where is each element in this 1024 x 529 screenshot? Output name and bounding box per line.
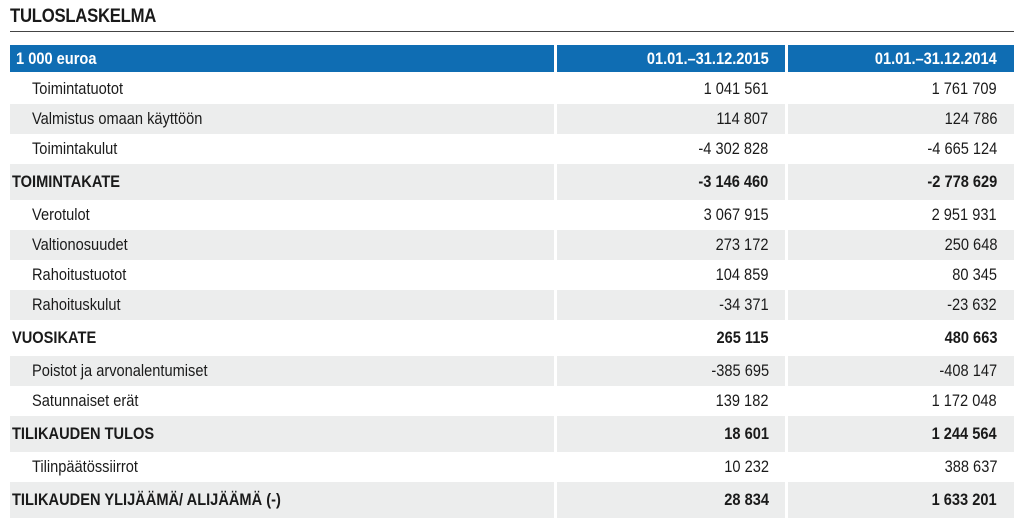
row-label: Rahoituskulut [32,295,121,314]
value-2015: -4 302 828 [698,139,769,158]
table-row: Toimintakulut -4 302 828 -4 665 124 [10,134,1014,164]
row-label: Poistot ja arvonalentumiset [32,361,208,380]
value-2015: 139 182 [715,391,769,410]
value-2015: -385 695 [710,361,769,380]
value-2015: 114 807 [716,109,769,128]
header-unit-cell: 1 000 euroa [10,45,555,72]
table-row: Valtionosuudet 273 172 250 648 [10,230,1014,260]
value-2014: 1 761 709 [931,79,997,98]
value-2014: -408 147 [939,361,997,380]
value-2015: -3 146 460 [698,172,769,191]
value-2014: -23 632 [947,295,997,314]
value-2014: 250 648 [944,235,997,254]
value-2014: 124 786 [944,109,997,128]
table-row: Tilinpäätössiirrot 10 232 388 637 [10,452,1014,482]
value-2014: 1 172 048 [931,391,997,410]
header-unit-label: 1 000 euroa [16,48,97,68]
row-label: Valtionosuudet [32,235,128,254]
row-label: Valmistus omaan käyttöön [32,109,203,128]
page-title: TULOSLASKELMA [10,6,157,27]
header-period-2014-cell: 01.01.–31.12.2014 [787,45,1014,72]
title-divider [10,31,1014,32]
table-row: Poistot ja arvonalentumiset -385 695 -40… [10,356,1014,386]
income-statement-table: 1 000 euroa 01.01.–31.12.2015 01.01.–31.… [10,45,1014,518]
table-row: Valmistus omaan käyttöön 114 807 124 786 [10,104,1014,134]
table-row: Toimintatuotot 1 041 561 1 761 709 [10,74,1014,104]
row-label: Verotulot [32,205,90,224]
value-2014: 2 951 931 [931,205,997,224]
subtotal-row: VUOSIKATE 265 115 480 663 [10,320,1014,356]
row-label: Satunnaiset erät [32,391,139,410]
value-2014: 1 244 564 [931,424,997,443]
row-label: Rahoitustuotot [32,265,127,284]
value-2015: 18 601 [723,424,769,443]
value-2015: 10 232 [723,457,769,476]
value-2015: 265 115 [716,328,769,347]
header-period-2015-cell: 01.01.–31.12.2015 [557,45,785,72]
value-2014: -2 778 629 [927,172,997,191]
table-row: Rahoituskulut -34 371 -23 632 [10,290,1014,320]
total-row: TILIKAUDEN YLIJÄÄMÄ/ ALIJÄÄMÄ (-) 28 834… [10,482,1014,518]
row-label: VUOSIKATE [12,328,97,347]
value-2014: 80 345 [952,265,997,284]
table-row: Rahoitustuotot 104 859 80 345 [10,260,1014,290]
value-2014: 1 633 201 [931,490,997,509]
subtotal-row: TILIKAUDEN TULOS 18 601 1 244 564 [10,416,1014,452]
table-header: 1 000 euroa 01.01.–31.12.2015 01.01.–31.… [10,45,1014,72]
value-2015: 3 067 915 [703,205,769,224]
value-2015: -34 371 [719,295,769,314]
value-2014: 388 637 [944,457,997,476]
value-2015: 273 172 [715,235,769,254]
row-label: TOIMINTAKATE [12,172,121,191]
header-period-2015: 01.01.–31.12.2015 [646,48,769,68]
row-label: Toimintatuotot [32,79,124,98]
header-period-2014: 01.01.–31.12.2014 [875,48,997,68]
row-label: Tilinpäätössiirrot [32,457,138,476]
table-row: Verotulot 3 067 915 2 951 931 [10,200,1014,230]
subtotal-row: TOIMINTAKATE -3 146 460 -2 778 629 [10,164,1014,200]
value-2015: 1 041 561 [703,79,769,98]
row-label: TILIKAUDEN YLIJÄÄMÄ/ ALIJÄÄMÄ (-) [12,490,281,509]
value-2015: 28 834 [723,490,769,509]
row-label: TILIKAUDEN TULOS [12,424,155,443]
value-2014: 480 663 [944,328,997,347]
table-row: Satunnaiset erät 139 182 1 172 048 [10,386,1014,416]
row-label: Toimintakulut [32,139,118,158]
value-2015: 104 859 [715,265,769,284]
value-2014: -4 665 124 [927,139,997,158]
